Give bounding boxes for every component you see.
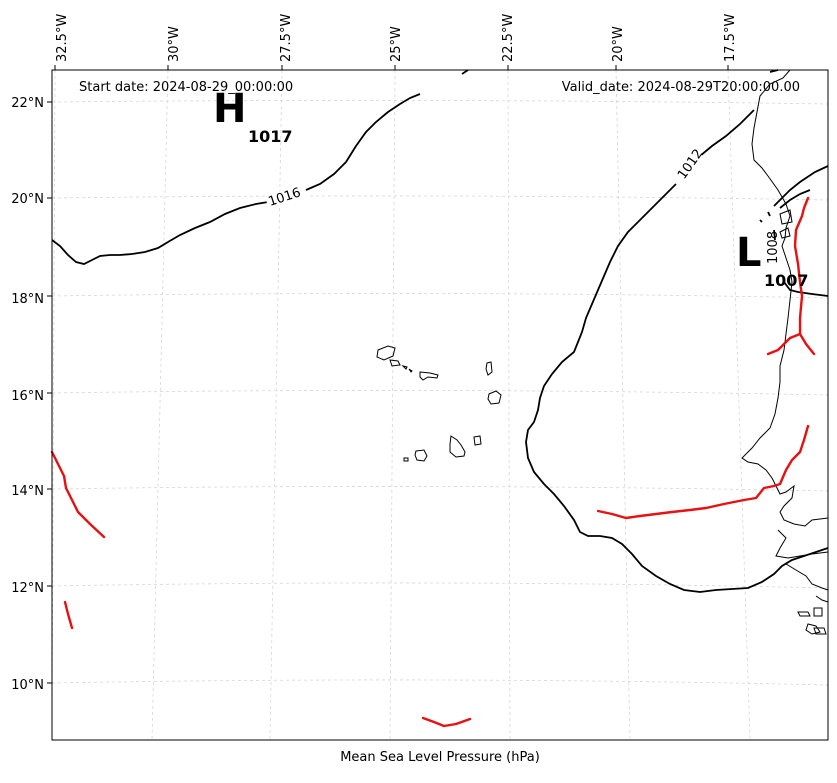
plot-frame: [51, 69, 829, 741]
isobar-1008: [773, 189, 829, 297]
isobar-1012: [758, 166, 828, 226]
front-south: [421, 716, 472, 728]
low-pressure-value: 1007: [764, 271, 809, 290]
isobars: [51, 69, 829, 593]
lon-label: 22.5°W: [501, 14, 516, 62]
ticks: [47, 65, 729, 684]
front-east-south: [596, 424, 810, 520]
lat-label: 16°N: [11, 389, 44, 404]
island-santo-antao: [376, 345, 396, 361]
latitude-labels: 22°N 20°N 18°N 16°N 14°N 12°N 10°N: [11, 96, 44, 693]
lat-label: 14°N: [11, 484, 44, 499]
island-boa-vista: [487, 390, 502, 405]
lat-label: 18°N: [11, 292, 44, 307]
lat-label: 20°N: [11, 192, 44, 207]
high-pressure-letter: H: [213, 86, 246, 132]
valid-date-label: Valid_date: 2024-08-29T20:00:00.00: [562, 80, 800, 95]
start-date-label: Start date: 2024-08-29_00:00:00: [79, 80, 293, 95]
lon-label: 27.5°W: [279, 14, 294, 62]
lon-label: 17.5°W: [723, 14, 738, 62]
lon-label: 25°W: [389, 26, 404, 62]
isobar-label-1016: 1016: [267, 185, 303, 209]
high-pressure-value: 1017: [248, 127, 293, 146]
map-caption: Mean Sea Level Pressure (hPa): [340, 750, 540, 765]
isobar-1016-top: [461, 69, 469, 75]
lat-label: 12°N: [11, 581, 44, 596]
island-brava: [403, 457, 409, 462]
island-maio: [473, 435, 482, 446]
fronts: [50, 196, 816, 728]
coastlines: [376, 69, 829, 635]
island-santiago: [449, 435, 466, 458]
lat-label: 22°N: [11, 96, 44, 111]
isobar-label-1012: 1012: [675, 147, 706, 183]
front-west-lower: [63, 600, 74, 630]
island-sao-vicente: [389, 359, 401, 367]
longitude-labels: 32.5°W 30°W 27.5°W 25°W 22.5°W 20°W 17.5…: [55, 14, 738, 62]
island-santa-luzia: [401, 365, 408, 370]
isobar-label-1008: 1008: [766, 231, 781, 264]
island-sal: [485, 361, 493, 376]
isobar-1012-main: [525, 109, 829, 593]
low-pressure-letter: L: [736, 230, 762, 276]
isobar-1016: [51, 93, 421, 265]
island-fogo: [414, 449, 428, 462]
graticule: [51, 69, 829, 741]
lat-label: 10°N: [11, 678, 44, 693]
island-sao-nicolau: [419, 371, 439, 381]
lon-label: 30°W: [167, 26, 182, 62]
lon-label: 32.5°W: [55, 14, 70, 62]
african-coastline: [741, 69, 829, 527]
front-west-upper: [50, 450, 106, 539]
front-east-north: [766, 196, 810, 356]
lon-label: 20°W: [611, 26, 626, 62]
